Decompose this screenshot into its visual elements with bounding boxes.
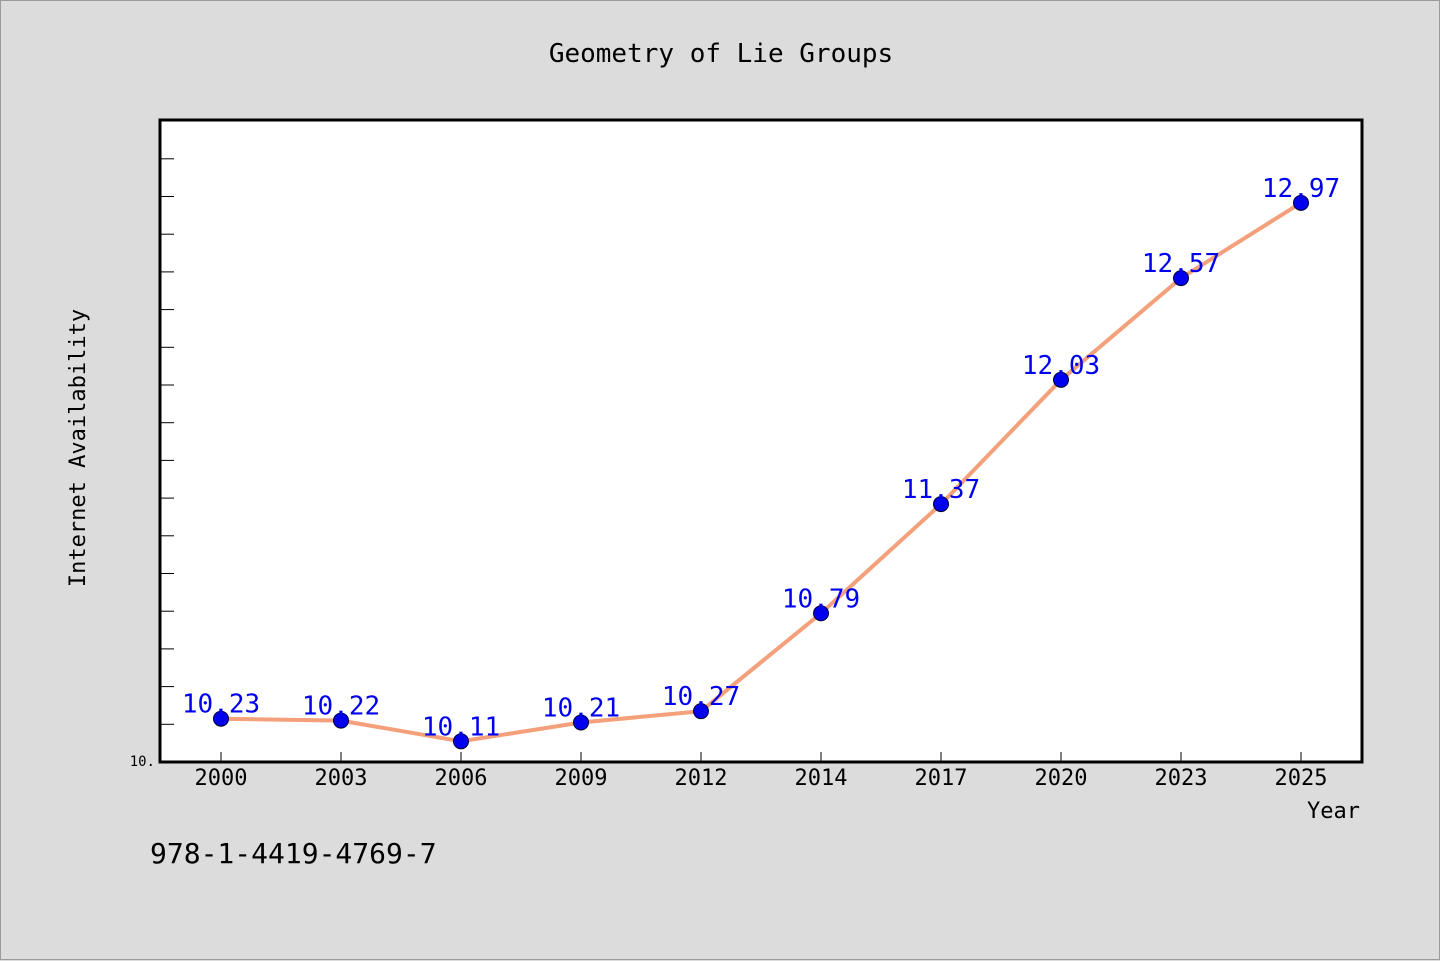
y-axis-label: Internet Availability [66,309,91,587]
x-tick-label: 2003 [315,766,368,791]
plot-area [158,118,1364,764]
x-axis-ticks [220,752,1302,762]
data-point-marker [693,703,709,720]
data-label: 10.79 [782,584,860,614]
data-label: 10.27 [662,682,740,712]
data-label: 12.57 [1142,249,1220,279]
x-tick-label: 2012 [675,766,728,791]
data-label: 10.21 [542,693,620,723]
x-tick-label: 2023 [1155,766,1208,791]
series-markers [213,194,1309,750]
y-tick-label: 10. [130,754,155,770]
data-label: 12.97 [1262,174,1340,204]
data-point-marker [813,605,829,622]
x-tick-label: 2000 [195,766,248,791]
x-tick-label: 2025 [1275,766,1328,791]
series-line [220,201,1303,744]
data-point-marker [1293,194,1309,211]
y-axis-ticks [160,158,174,763]
data-label: 10.23 [182,690,260,720]
x-tick-labels: 2000 2003 2006 2009 2012 2014 2017 2020 2023 2025 [195,766,1328,791]
x-axis-label: Year [1307,799,1360,824]
x-tick-label: 2017 [915,766,968,791]
data-label: 11.37 [902,475,980,505]
data-point-marker [573,714,589,731]
data-label: 10.11 [422,712,500,742]
data-point-marker [1173,270,1189,287]
chart-title: Geometry of Lie Groups [549,39,893,69]
data-label: 12.03 [1022,351,1100,381]
data-point-marker [213,710,229,727]
x-tick-label: 2014 [795,766,848,791]
isbn-footer: 978-1-4419-4769-7 [150,837,437,870]
data-labels: 10.23 10.22 10.11 10.21 10.27 10.79 11.37 12.03… [182,174,1340,742]
x-tick-label: 2009 [555,766,608,791]
data-label: 10.22 [302,692,380,722]
data-point-marker [333,712,349,729]
data-point-marker [1053,371,1069,388]
data-point-marker [453,733,469,750]
x-tick-label: 2006 [435,766,488,791]
data-point-marker [933,496,949,513]
x-tick-label: 2020 [1035,766,1088,791]
